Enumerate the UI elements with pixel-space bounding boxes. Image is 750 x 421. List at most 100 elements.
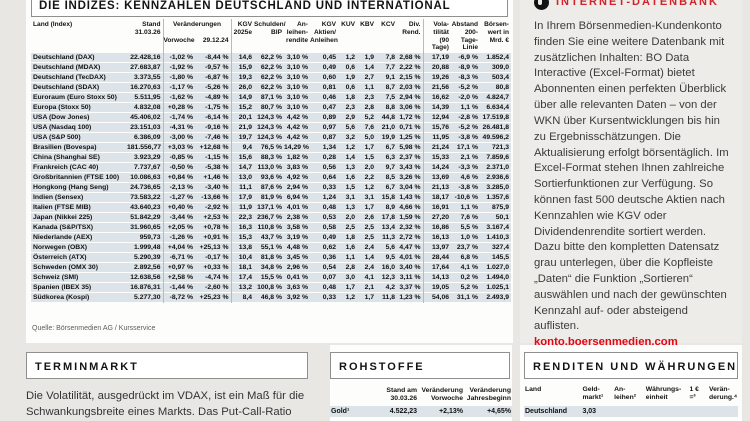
value-cell: 0,47 <box>322 104 337 112</box>
value-cell: 1,9 <box>364 54 375 62</box>
value-cell: 27,20 <box>422 212 452 223</box>
value-cell: 5.290,39 <box>134 254 161 262</box>
value-cell: -4,31 % <box>162 122 195 133</box>
value-cell: 4.832,08 <box>134 104 161 112</box>
value-cell: 309,0 <box>492 64 510 72</box>
value-cell: 3,06 % <box>399 104 421 112</box>
index-name: Spanien (IBEX 35) <box>33 284 92 292</box>
value-cell: 21,9 <box>230 122 255 133</box>
indices-title: DIE INDIZES: KENNZAHLEN DEUTSCHLAND UND … <box>39 0 451 12</box>
value-cell: 6.386,09 <box>134 134 161 142</box>
rohstoffe-title: ROHSTOFFE <box>339 361 425 373</box>
value-cell: 113,0 % <box>257 164 283 172</box>
value-cell: 62,2 % <box>260 64 283 72</box>
value-cell: 1,4 <box>364 64 375 72</box>
index-name: Deutschland (SDAX) <box>33 84 100 92</box>
value-cell: -9,16 % <box>205 124 229 132</box>
value-cell: 3,03 <box>582 407 597 415</box>
value-cell: 959,73 <box>139 234 161 242</box>
value-cell: 17.519,8 <box>482 114 510 122</box>
value-cell: 1,8 <box>345 234 356 242</box>
value-cell: 0,48 <box>322 284 337 292</box>
value-cell: 13,8 <box>230 242 255 253</box>
value-cell: 2,72 % <box>399 234 421 242</box>
index-name: Schweiz (SMI) <box>33 274 79 282</box>
value-cell: 14,9 <box>230 92 255 103</box>
value-cell <box>708 406 738 418</box>
index-name: Deutschland (TecDAX) <box>33 74 106 82</box>
value-cell: 50,1 <box>495 214 510 222</box>
value-cell: 1,5 <box>364 154 375 162</box>
value-cell: 3,45 % <box>286 254 309 262</box>
value-cell: 80,7 % <box>260 104 283 112</box>
value-cell: 54,06 <box>422 292 452 303</box>
rohstoffe-table: Stand am 30.03.26 Veränderung Vorwoche Ver… <box>330 387 512 418</box>
value-cell: 2,22 % <box>399 64 421 72</box>
value-cell: 2,8 <box>345 264 356 272</box>
value-cell: 31.960,65 <box>130 224 161 232</box>
value-cell: -2,8 % <box>458 114 479 122</box>
index-name: Indien (Sensex) <box>33 194 84 202</box>
value-cell: 80,8 <box>495 84 510 92</box>
value-cell: 0,28 <box>322 154 337 162</box>
value-cell: 6,94 % <box>286 194 309 202</box>
value-cell: 1.025,1 <box>486 284 510 292</box>
value-cell: 7,5 <box>385 94 396 102</box>
value-cell: 0,62 <box>322 244 337 252</box>
value-cell: 4.824,7 <box>486 94 510 102</box>
value-cell: 27.683,87 <box>130 64 161 72</box>
value-cell: 124,3 % <box>257 114 283 122</box>
value-cell: 11,9 <box>230 202 255 213</box>
column-header: Schulden/ BIP <box>254 21 286 36</box>
value-cell: 43.640,23 <box>130 204 161 212</box>
index-name: Italien (FTSE MIB) <box>33 204 91 212</box>
value-cell: -6,71 % <box>162 252 195 263</box>
column-header: KGV 2025e <box>230 19 255 54</box>
rohstoffe-title-box: ROHSTOFFE <box>330 352 510 379</box>
value-cell: 16,86 <box>422 222 452 233</box>
value-cell: 0,89 <box>322 114 337 122</box>
value-cell: 4,42 % <box>286 134 309 142</box>
value-cell: 14,29 % <box>284 144 309 152</box>
column-header: Geld- markt¹ <box>582 386 604 402</box>
value-cell: 15,9 <box>230 62 255 73</box>
value-cell: +4,04 % <box>162 242 195 253</box>
value-cell: 9,7 <box>385 164 396 172</box>
value-cell: 0,45 <box>322 54 337 62</box>
renditen-title-box: RENDITEN UND WÄHRUNGEN <box>524 352 738 379</box>
value-cell: 3,83 % <box>286 164 309 172</box>
table-row: Brasilien (Bovespa) 181.556,77 +3,03 % +12,… <box>31 142 512 153</box>
renditen-section: RENDITEN UND WÄHRUNGEN Land Geld- markt¹ A… <box>520 345 742 421</box>
value-cell: 124,3 % <box>257 124 283 132</box>
value-cell: +25,13 % <box>199 244 229 252</box>
value-cell: -8,44 % <box>205 54 229 62</box>
value-cell: 5,0 <box>364 134 375 142</box>
value-cell: 7,7 <box>385 64 396 72</box>
value-cell: 23.151,03 <box>130 124 161 132</box>
table-row: Norwegen (OBX) 1.999,48 +4,04 % +25,13 % 13,… <box>31 242 512 253</box>
value-cell: 1,25 % <box>399 134 421 142</box>
value-cell: 0,58 <box>322 224 337 232</box>
value-cell: 2,37 % <box>399 154 421 162</box>
value-cell: 1.494,0 <box>486 274 510 282</box>
index-name: Deutschland (DAX) <box>33 54 95 62</box>
value-cell: +4,65% <box>487 407 511 415</box>
value-cell: 11,1 <box>230 182 255 193</box>
column-header-veraenderungen: Veränderungen <box>162 19 232 37</box>
value-cell: 62,2 % <box>260 84 283 92</box>
column-header: KUV <box>341 21 356 28</box>
value-cell: -4,74 % <box>205 274 229 282</box>
value-cell: -1,62 % <box>162 92 195 103</box>
value-cell: 9,1 <box>385 74 396 82</box>
value-cell: +3,03 % <box>162 142 195 153</box>
value-cell: 73.583,22 <box>130 194 161 202</box>
value-cell: 62,2 % <box>260 54 283 62</box>
table-row: USA (S&P 500) 6.386,09 -3,00 % -7,46 % 19,7 1… <box>31 132 512 143</box>
value-cell: -8,72 % <box>162 292 195 303</box>
value-cell: 2,2 <box>364 174 375 182</box>
value-cell: 5,98 % <box>399 144 421 152</box>
value-cell: 3,40 % <box>399 264 421 272</box>
value-cell: 7.859,6 <box>486 154 510 162</box>
terminmarkt-title: TERMINMARKT <box>35 361 139 373</box>
value-cell: 16.270,63 <box>130 84 161 92</box>
